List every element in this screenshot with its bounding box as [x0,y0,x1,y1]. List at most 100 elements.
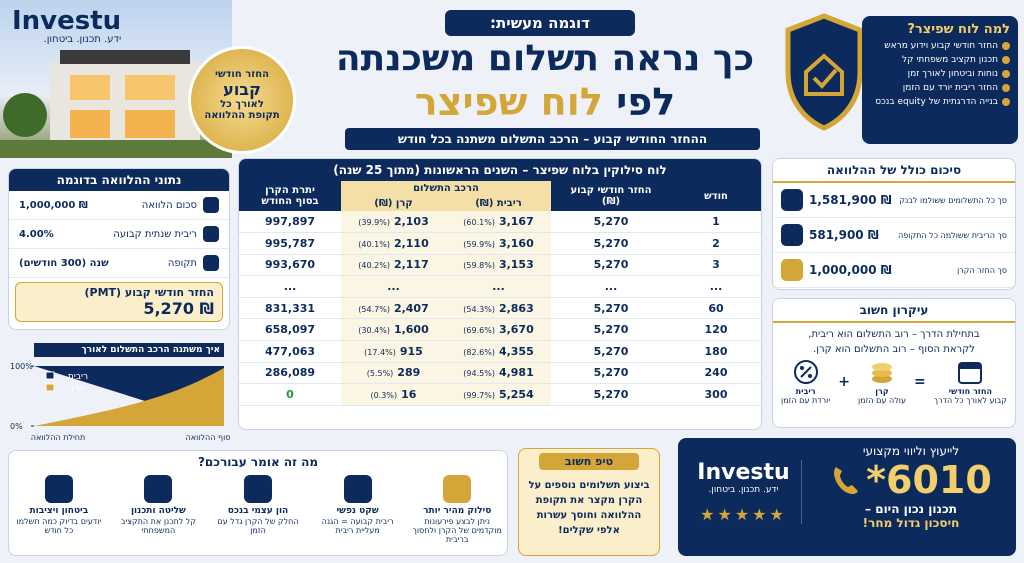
summary-icon [781,189,803,211]
th-unit: (₪) [475,198,494,209]
cell-principal: 16(0.3%) [341,383,446,406]
why-item: נוחות וביטחון לאורך זמן [870,69,1010,79]
th-text: בסוף החודש [261,196,319,207]
cell-payment: 5,270 [551,318,671,342]
y-tick-label: 0% [10,422,23,431]
cell-interest: 2,863(54.3%) [446,297,551,320]
cell-month: 240 [671,362,761,385]
cell-payment: 5,270 [551,254,671,277]
eq-term: קרן עולה עם הזמן [858,359,906,405]
benefit-item: הון עצמי בנכס החלק של הקרן גדל עם הזמן [210,473,306,546]
cell-pct: (40.1%) [358,239,390,249]
benefit-title: ביטחון ויציבות [29,506,89,516]
check-icon [1002,84,1010,92]
cell-value: 2,110 [393,236,429,250]
tip-panel: טיפ חשוב ביצוע תשלומים נוספים על הקרן מק… [518,448,660,556]
amortization-table: לוח סילוקין בלוח שפיצר – השנים הראשונות … [238,158,762,430]
x-label: סוף ההלוואה [186,433,230,442]
logo-tagline: ידע. תכנון. ביטחון. [43,34,122,45]
cell-pct: (30.4%) [358,326,390,336]
eq-label: ריבית [795,387,816,396]
cell-principal: ... [341,275,446,298]
cell-month: 180 [671,340,761,363]
summary-label: סך כל התשלומים ששולמו לבנק [899,195,1007,205]
shield-icon [785,13,863,131]
loan-label: סכום הלוואה [141,199,197,211]
eq-sub: יורדת עם הזמן [781,396,831,405]
panel-title: סיכום כולל של ההלוואה [773,159,1015,183]
cell-value: 3,167 [498,215,534,229]
cell-value: 3,160 [498,236,534,250]
summary-icon [781,224,803,246]
cell-value: 16 [401,388,417,402]
eq-sub: קבוע לאורך כל הדרך [933,396,1007,405]
cell-balance: 993,670 [239,254,341,277]
cell-month: ... [671,275,761,298]
summary-row: סך כל התשלומים ששולמו לבנק ₪ 1,581,900 [773,183,1015,218]
cell-balance: 995,787 [239,232,341,255]
summary-row: סך החזר הקרן ₪ 1,000,000 [773,253,1015,288]
cell-payment: ... [551,275,671,298]
why-panel: למה לוח שפיצר? החזר חודשי קבוע וידוע מרא… [862,16,1018,144]
check-icon [1002,56,1010,64]
logo: Investu ידע. תכנון. ביטחון. [12,6,121,45]
legend-swatch [45,383,55,392]
check-icon [1002,70,1010,78]
badge-text: לאורך כל [220,99,264,110]
cell-pct: (0.3%) [370,391,398,401]
cell-balance: 658,097 [239,318,341,342]
cell-value: 3,670 [498,323,534,337]
benefits-title: מה זה אומר עבורכם? [197,455,319,469]
cell-principal: 915(17.4%) [341,340,446,363]
benefit-icon [44,475,73,503]
cell-value: 2,117 [393,258,429,272]
cell-month: 300 [671,383,761,406]
contact-main: לייעוץ וליווי מקצועי *6010 תכנון נכון הי… [816,444,1006,530]
cell-month: 2 [671,232,761,255]
summary-value: ₪ 581,900 [809,228,879,242]
cell-value: 915 [399,344,423,358]
cell-principal: 289(5.5%) [341,362,446,385]
phone-number: *6010 [866,458,992,502]
loan-panel: נתוני ההלוואה בדוגמה סכום הלוואה ₪ 1,000,… [8,168,230,330]
phone-row: *6010 [816,458,1006,502]
summary-icon [781,259,803,281]
cell-pct: (39.9%) [358,218,390,228]
th-composition: הרכב התשלום [341,181,551,196]
title-line1: כך נראה תשלום משכנתה [335,38,755,79]
badge: החזר חודשי קבוע לאורך כל תקופת ההלוואה [188,46,296,154]
summary-value: ₪ 1,581,900 [809,193,892,207]
cell-payment: 5,270 [551,297,671,320]
cell-balance: 831,331 [239,297,341,320]
cell-pct: (69.6%) [463,326,495,336]
cell-value: 2,407 [393,301,429,315]
eq-term: ריבית יורדת עם הזמן [781,359,830,405]
why-item: החזר חודשי קבוע וידוע מראש [870,41,1010,51]
panel-title: נתוני ההלוואה בדוגמה [9,169,229,191]
panel-title: עיקרון חשוב [773,299,1015,323]
y-tick-label: 100% [10,362,33,371]
cell-payment: 5,270 [551,340,671,363]
table-row: 300 5,270 5,254(99.7%) 16(0.3%) 0 [239,383,761,406]
cell-value: 4,355 [498,344,534,358]
benefit-text: ניתן לבצע פירעונות מוקדמים של הקרן ולחסו… [412,517,502,544]
logo-name: Investu [12,6,122,36]
cell-value: 1,600 [393,323,429,337]
cell-interest: 4,981(94.5%) [446,362,551,385]
table-row: 180 5,270 4,355(82.6%) 915(17.4%) 477,063 [239,340,761,363]
cell-principal: 2,117(40.2%) [341,254,446,277]
benefit-item: ביטחון ויציבות יודעים בדיוק כמה תשלמו כל … [11,473,107,546]
th-unit: (₪) [374,198,393,209]
benefit-item: שקט נפשי ריבית קבועה = הגנה מעליית ריבית [310,473,406,546]
badge-text: החזר חודשי [215,69,269,80]
benefit-title: הון עצמי בנכס [227,506,289,516]
why-item: בנייה הדרגתית של equity בנכס [870,97,1010,107]
contact-title: לייעוץ וליווי מקצועי [862,444,960,458]
summary-row: סך הריבית ששולמה כל התקופה ₪ 581,900 [773,218,1015,253]
loan-rows: סכום הלוואה ₪ 1,000,000 ריבית שנתית קבועה 4… [9,191,229,278]
coins-icon [871,363,892,383]
cell-pct: (17.4%) [364,347,396,357]
summary-label: סך הריבית ששולמה כל התקופה [898,230,1007,240]
th-unit: (₪) [601,196,621,207]
